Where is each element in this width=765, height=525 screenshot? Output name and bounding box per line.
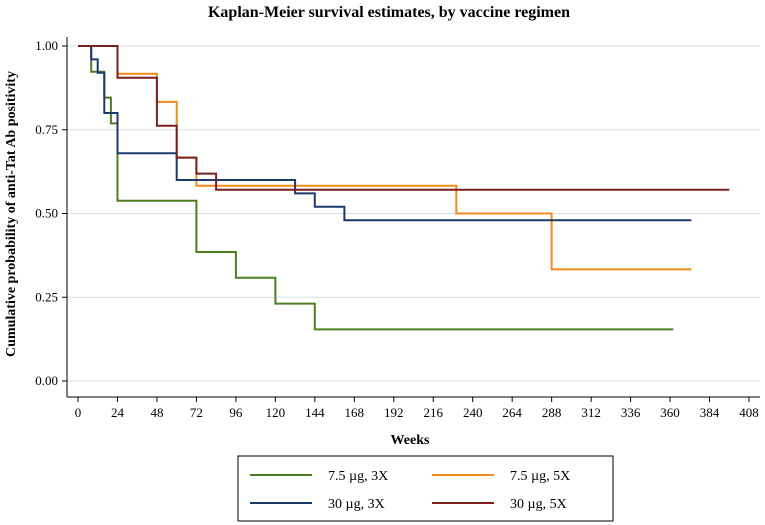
series-layer — [78, 45, 730, 331]
x-axis-label: Weeks — [391, 433, 430, 448]
series-line-3 — [78, 45, 692, 222]
legend: 7.5 µg, 3X 7.5 µg, 5X 30 µg, 3X 30 µg, 5X — [237, 455, 614, 522]
x-tick-label: 384 — [700, 405, 720, 420]
legend-label-2: 7.5 µg, 5X — [510, 469, 570, 484]
x-tick-label: 264 — [502, 405, 522, 420]
x-tick-label: 360 — [660, 405, 680, 420]
y-axis-label: Cumulative probability of anti-Tat Ab po… — [4, 71, 19, 357]
x-tick-label: 192 — [384, 405, 404, 420]
legend-label-3: 30 µg, 3X — [328, 497, 385, 512]
x-tick-label: 168 — [345, 405, 365, 420]
x-tick-label: 24 — [111, 405, 125, 420]
axes: 0.00 0.25 0.50 0.75 1.00 0 24 48 72 96 120 144 168 19… — [35, 37, 760, 420]
x-tick-label: 408 — [739, 405, 759, 420]
series-line-1 — [78, 45, 674, 331]
x-tick-label: 288 — [542, 405, 562, 420]
y-tick-label: 0.50 — [35, 206, 58, 221]
x-tick-label: 0 — [75, 405, 82, 420]
x-tick-label: 144 — [305, 405, 325, 420]
x-tick-label: 312 — [581, 405, 601, 420]
grid-lines — [67, 45, 760, 382]
legend-box — [237, 455, 614, 522]
x-tick-label: 72 — [190, 405, 203, 420]
y-tick-label: 0.25 — [35, 289, 58, 304]
legend-label-1: 7.5 µg, 3X — [328, 469, 388, 484]
x-tick-label: 96 — [229, 405, 243, 420]
x-tick-label: 120 — [266, 405, 286, 420]
series-line-4 — [78, 45, 730, 191]
x-tick-label: 336 — [621, 405, 641, 420]
x-tick-label: 48 — [150, 405, 163, 420]
y-tick-label: 1.00 — [35, 38, 58, 53]
y-tick-label: 0.00 — [35, 373, 58, 388]
x-tick-label: 216 — [423, 405, 443, 420]
series-line-2 — [78, 45, 692, 271]
chart-title: Kaplan-Meier survival estimates, by vacc… — [208, 4, 570, 21]
y-tick-label: 0.75 — [35, 122, 58, 137]
x-tick-label: 240 — [463, 405, 483, 420]
legend-label-4: 30 µg, 5X — [510, 497, 567, 512]
